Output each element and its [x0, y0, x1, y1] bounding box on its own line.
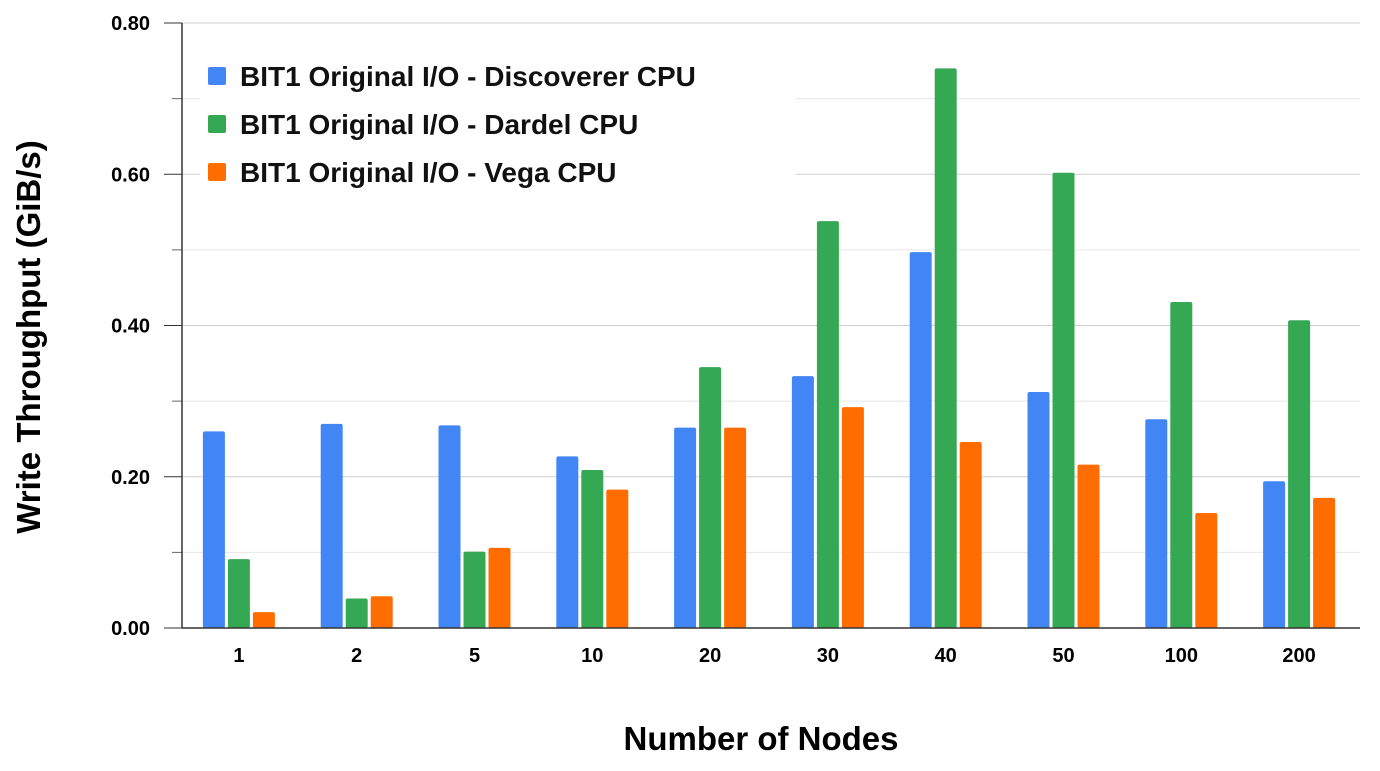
legend-entry: BIT1 Original I/O - Dardel CPU [240, 109, 638, 140]
y-tick-label: 0.20 [111, 467, 150, 489]
bar-100-series-3: BIT1 Original I/O - Vega CPU: 0.152 [1195, 513, 1218, 628]
bar-1-series-2: BIT1 Original I/O - Dardel CPU: 0.091 [227, 559, 250, 628]
x-tick-label: 2 [351, 645, 362, 667]
axes-layer: 0.00 0.20 0.40 0.60 0.80 1 2 5 10 20 30 40 50 100 200 [111, 13, 1360, 667]
bar-50-series-2: BIT1 Original I/O - Dardel CPU: 0.602 [1052, 172, 1075, 629]
x-axis-title: Number of Nodes [623, 720, 898, 757]
x-tick-label: 20 [699, 645, 721, 667]
bar-5-series-3: BIT1 Original I/O - Vega CPU: 0.106 [488, 547, 511, 628]
legend-swatch [208, 163, 226, 181]
bars-layer: BIT1 Original I/O - Discoverer CPU: 0.26… [202, 68, 1336, 629]
bar-100-series-1: BIT1 Original I/O - Discoverer CPU: 0.27… [1145, 419, 1168, 628]
x-tick-label: 5 [469, 645, 480, 667]
bar-50-series-1: BIT1 Original I/O - Discoverer CPU: 0.31… [1027, 392, 1050, 628]
bar-200-series-2: BIT1 Original I/O - Dardel CPU: 0.407 [1288, 320, 1311, 628]
x-tick-label: 10 [581, 645, 603, 667]
bar-50-series-3: BIT1 Original I/O - Vega CPU: 0.216 [1077, 464, 1100, 628]
bar-30-series-2: BIT1 Original I/O - Dardel CPU: 0.538 [816, 221, 839, 628]
x-tick-label: 100 [1165, 645, 1198, 667]
bar-200-series-1: BIT1 Original I/O - Discoverer CPU: 0.19… [1263, 481, 1286, 628]
y-tick-label: 0.00 [111, 618, 150, 640]
bar-20-series-2: BIT1 Original I/O - Dardel CPU: 0.345 [699, 367, 722, 628]
bar-200-series-3: BIT1 Original I/O - Vega CPU: 0.172 [1313, 497, 1336, 628]
y-axis-title: Write Throughput (GiB/s) [10, 140, 47, 534]
bar-10-series-2: BIT1 Original I/O - Dardel CPU: 0.209 [581, 469, 604, 628]
bar-10-series-1: BIT1 Original I/O - Discoverer CPU: 0.22… [556, 456, 579, 628]
x-tick-label: 40 [935, 645, 957, 667]
x-tick-label: 30 [817, 645, 839, 667]
bar-1-series-3: BIT1 Original I/O - Vega CPU: 0.021 [252, 612, 275, 628]
bar-1-series-1: BIT1 Original I/O - Discoverer CPU: 0.26 [202, 431, 225, 628]
legend: BIT1 Original I/O - Discoverer CPU BIT1 O… [200, 44, 796, 202]
bar-40-series-3: BIT1 Original I/O - Vega CPU: 0.246 [959, 441, 982, 628]
bar-5-series-2: BIT1 Original I/O - Dardel CPU: 0.101 [463, 551, 486, 628]
bar-40-series-1: BIT1 Original I/O - Discoverer CPU: 0.49… [909, 252, 932, 629]
bar-5-series-1: BIT1 Original I/O - Discoverer CPU: 0.26… [438, 425, 461, 628]
bar-2-series-3: BIT1 Original I/O - Vega CPU: 0.042 [370, 596, 393, 628]
bar-20-series-1: BIT1 Original I/O - Discoverer CPU: 0.26… [674, 427, 697, 628]
bar-40-series-2: BIT1 Original I/O - Dardel CPU: 0.74 [934, 68, 957, 628]
y-tick-label: 0.60 [111, 164, 150, 186]
x-tick-label: 1 [233, 645, 244, 667]
bar-30-series-1: BIT1 Original I/O - Discoverer CPU: 0.33… [791, 376, 814, 628]
bar-2-series-1: BIT1 Original I/O - Discoverer CPU: 0.27 [320, 423, 343, 628]
legend-entry: BIT1 Original I/O - Discoverer CPU [240, 61, 696, 92]
bar-10-series-3: BIT1 Original I/O - Vega CPU: 0.183 [606, 489, 629, 628]
bar-2-series-2: BIT1 Original I/O - Dardel CPU: 0.039 [345, 598, 368, 628]
legend-swatch [208, 115, 226, 133]
legend-background [200, 44, 796, 202]
y-tick-label: 0.80 [111, 13, 150, 35]
bar-20-series-3: BIT1 Original I/O - Vega CPU: 0.265 [724, 427, 747, 628]
legend-entry: BIT1 Original I/O - Vega CPU [240, 157, 617, 188]
x-tick-label: 200 [1282, 645, 1315, 667]
legend-swatch [208, 67, 226, 85]
x-tick-label: 50 [1052, 645, 1074, 667]
y-tick-label: 0.40 [111, 316, 150, 338]
bar-30-series-3: BIT1 Original I/O - Vega CPU: 0.292 [841, 407, 864, 628]
bar-100-series-2: BIT1 Original I/O - Dardel CPU: 0.431 [1170, 302, 1193, 628]
